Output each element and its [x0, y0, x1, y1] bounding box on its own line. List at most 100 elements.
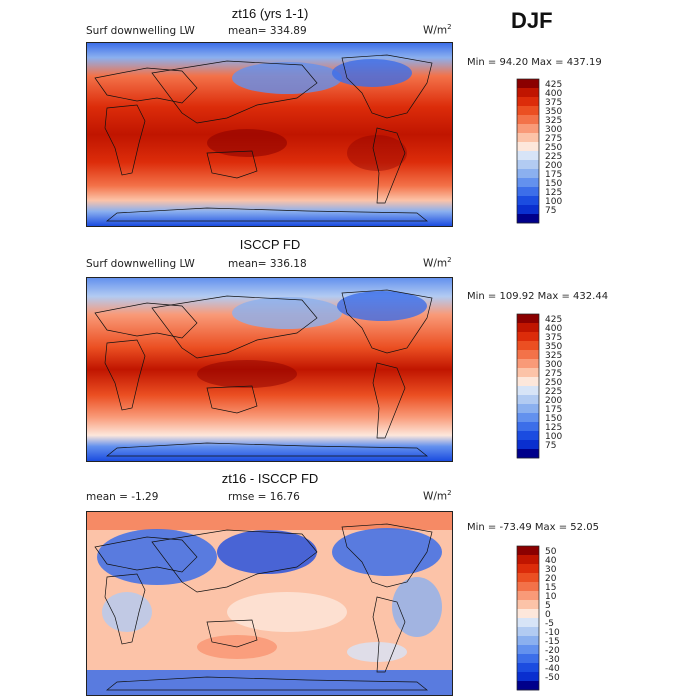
colorbar-1-swatch-1: [517, 88, 539, 98]
colorbar-2-label: 325: [545, 351, 562, 361]
colorbar-2-swatch-11: [517, 413, 539, 423]
colorbar-3-swatch-15: [517, 681, 539, 691]
colorbar-3-border: [516, 545, 540, 691]
colorbar-3-swatch-8: [517, 618, 539, 628]
colorbar-1-swatch-10: [517, 169, 539, 179]
colorbar-2-swatch-8: [517, 386, 539, 396]
colorbar-1-swatch-13: [517, 196, 539, 206]
colorbar-1-label: 150: [545, 179, 562, 189]
panel-1-colorbar: 425 400 375 350 325 300 275 250 225 200 175 150 125 1…: [516, 78, 577, 224]
panel-1-field: Surf downwelling LW: [86, 25, 195, 37]
panel-2-units-base: W/m: [423, 257, 448, 270]
colorbar-2-label: 350: [545, 342, 562, 352]
colorbar-1-border: [516, 78, 540, 224]
colorbar-3-label: -50: [545, 673, 560, 683]
colorbar-2-swatch-3: [517, 341, 539, 351]
colorbar-3-swatch-14: [517, 672, 539, 682]
colorbar-2-label: 400: [545, 324, 562, 334]
colorbar-3-label: 15: [545, 583, 556, 593]
panel-3-units-base: W/m: [423, 490, 448, 503]
colorbar-1-swatch-15: [517, 214, 539, 224]
colorbar-1-swatch-8: [517, 151, 539, 161]
colorbar-3-label: 0: [545, 610, 551, 620]
colorbar-1-swatch-5: [517, 124, 539, 134]
colorbar-3-label: 20: [545, 574, 557, 584]
colorbar-3-label: -5: [545, 619, 554, 629]
colorbar-2-label: 275: [545, 369, 562, 379]
colorbar-1-swatch-7: [517, 142, 539, 152]
colorbar-1-label: 100: [545, 197, 562, 207]
panel-2-mean: mean= 336.18: [228, 258, 307, 270]
colorbar-3-label: 50: [545, 547, 557, 557]
panel-3-rmse-label: rmse =: [228, 491, 267, 503]
colorbar-3-swatch-5: [517, 591, 539, 601]
panel-1-mean-label: mean=: [228, 25, 267, 37]
colorbar-2-label: 375: [545, 333, 562, 343]
colorbar-3-swatch-2: [517, 564, 539, 574]
colorbar-2-swatch-6: [517, 368, 539, 378]
colorbar-2-label: 100: [545, 432, 562, 442]
colorbar-3-label: 30: [545, 565, 557, 575]
colorbar-1-label: 175: [545, 170, 562, 180]
colorbar-2-swatch-2: [517, 332, 539, 342]
panel-1-units-base: W/m: [423, 24, 448, 37]
colorbar-1-label: 300: [545, 125, 562, 135]
colorbar-3-swatch-4: [517, 582, 539, 592]
colorbar-1-label: 75: [545, 206, 556, 216]
colorbar-1-swatch-9: [517, 160, 539, 170]
colorbar-2-label: 200: [545, 396, 562, 406]
panel-1-map-svg: [87, 43, 452, 226]
colorbar-2-swatch-14: [517, 440, 539, 450]
colorbar-2-border: [516, 313, 540, 459]
colorbar-2-label: 75: [545, 441, 556, 451]
colorbar-2-swatch-10: [517, 404, 539, 414]
panel-1-mean: mean= 334.89: [228, 25, 307, 37]
colorbar-2-label: 150: [545, 414, 562, 424]
colorbar-2-swatch-4: [517, 350, 539, 360]
colorbar-1-swatch-14: [517, 205, 539, 215]
colorbar-3-swatch-12: [517, 654, 539, 664]
colorbar-2-label: 125: [545, 423, 562, 433]
colorbar-2-swatch-15: [517, 449, 539, 459]
panel-3-rmse-value: 16.76: [269, 491, 300, 503]
panel-3-units-exp: 2: [447, 489, 452, 497]
colorbar-3-label: -20: [545, 646, 560, 656]
panel-3-units: W/m2: [423, 489, 452, 503]
colorbar-1-swatch-11: [517, 178, 539, 188]
colorbar-3-swatch-9: [517, 627, 539, 637]
colorbar-3-label: -40: [545, 664, 560, 674]
panel-3-minmax: Min = -73.49 Max = 52.05: [467, 522, 599, 533]
panel-3-mean: mean = -1.29: [86, 491, 159, 503]
colorbar-3-label: 5: [545, 601, 551, 611]
colorbar-3-label: 10: [545, 592, 557, 602]
colorbar-1-label: 250: [545, 143, 562, 153]
colorbar-1-label: 350: [545, 107, 562, 117]
colorbar-2-swatch-1: [517, 323, 539, 333]
panel-1-title: zt16 (yrs 1-1): [231, 6, 309, 21]
colorbar-3-swatch-11: [517, 645, 539, 655]
colorbar-2-swatch-0: [517, 314, 539, 324]
colorbar-1-swatch-0: [517, 79, 539, 89]
colorbar-2-swatch-9: [517, 395, 539, 405]
colorbar-2-label: 175: [545, 405, 562, 415]
colorbar-2-swatch-7: [517, 377, 539, 387]
colorbar-1-swatch-3: [517, 106, 539, 116]
panel-2-field: Surf downwelling LW: [86, 258, 195, 270]
colorbar-3-swatch-3: [517, 573, 539, 583]
colorbar-3-swatch-6: [517, 600, 539, 610]
panel-2-mean-value: 336.18: [269, 258, 307, 270]
colorbar-3-label: -30: [545, 655, 560, 665]
panel-1-colorbar-svg: 4254003753503253002752502252001751501251…: [516, 78, 562, 224]
colorbar-1-swatch-4: [517, 115, 539, 125]
colorbar-2-swatch-5: [517, 359, 539, 369]
panel-3-rmse: rmse = 16.76: [228, 491, 300, 503]
colorbar-1-swatch-6: [517, 133, 539, 143]
panel-2-map-svg: [87, 278, 452, 461]
panel-1-minmax: Min = 94.20 Max = 437.19: [467, 57, 602, 68]
colorbar-2-swatch-13: [517, 431, 539, 441]
panel-2-units: W/m2: [423, 256, 452, 270]
colorbar-2-label: 425: [545, 315, 562, 325]
colorbar-3-label: -15: [545, 637, 560, 647]
panel-1-map: [86, 42, 453, 227]
